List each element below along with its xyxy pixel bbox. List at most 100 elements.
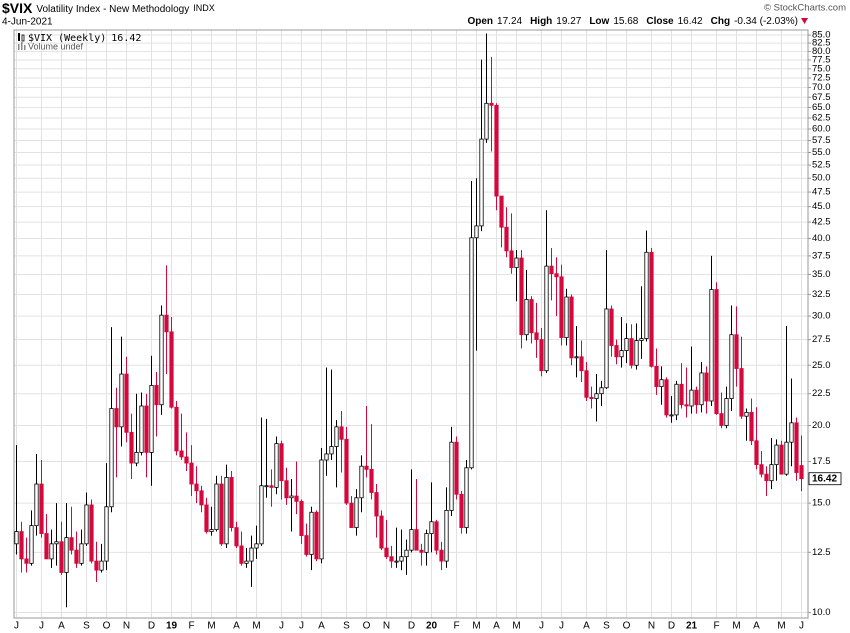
x-tick-label: 20 (426, 621, 438, 632)
candle-body (699, 372, 704, 406)
y-tick-label: 35.0 (812, 269, 831, 280)
candle-body (649, 251, 654, 367)
candle-body (484, 102, 489, 140)
candle-body (714, 289, 719, 415)
quote: Open 17.24 High 19.27 Low 15.68 Close 16.42 Chg -… (467, 16, 798, 27)
quote-label: Close (646, 16, 674, 27)
x-tick-label: M (512, 621, 520, 632)
candle-body (314, 511, 319, 560)
candle-body (689, 389, 694, 407)
series-label: $VIX (Weekly) (28, 33, 106, 44)
quote-value: 17.24 (497, 16, 522, 27)
quote-label: Chg (711, 16, 730, 27)
x-tick-label: O (103, 621, 111, 632)
candle-body (789, 422, 794, 443)
candle-body (774, 444, 779, 466)
candle-body (239, 545, 244, 564)
y-tick-label: 70.0 (812, 82, 831, 93)
candle-body (179, 450, 184, 458)
x-tick-label: M (472, 621, 480, 632)
candle-body (599, 387, 604, 395)
y-tick-label: 45.0 (812, 201, 831, 212)
candle-body (339, 426, 344, 440)
candle-body (384, 547, 389, 558)
candle-body (39, 483, 44, 534)
price-tag-label: 16.42 (812, 473, 837, 484)
legend-icon (21, 34, 25, 42)
x-tick-label: J (539, 621, 544, 632)
candle-body (439, 549, 444, 562)
candle-body (569, 296, 574, 359)
y-tick-label: 25.0 (812, 360, 831, 371)
chart-header: $VIX Volatility Index - New Methodology IN… (2, 0, 215, 16)
candle-body (544, 265, 549, 372)
candle-body (269, 485, 274, 488)
candle-body (549, 265, 554, 275)
y-tick-label: 10.0 (812, 607, 831, 618)
candle-body (164, 314, 169, 333)
candle-body (149, 385, 154, 453)
candle-body (104, 506, 109, 562)
candle-body (299, 500, 304, 536)
candle-body (19, 531, 24, 560)
symbol: $VIX (2, 0, 33, 16)
candle-body (189, 462, 194, 485)
x-tick-label: A (583, 621, 590, 632)
candle-body (489, 102, 494, 106)
candle-body (729, 334, 734, 399)
chart-title: Volatility Index - New Methodology (36, 4, 189, 15)
candle-body (334, 426, 339, 447)
x-tick-label: F (453, 621, 459, 632)
candle-body (219, 483, 224, 545)
candle-body (529, 299, 534, 334)
candle-body (254, 543, 259, 549)
candle-body (399, 556, 404, 562)
x-tick-label: J (799, 621, 804, 632)
x-tick-label: F (713, 621, 719, 632)
quote-value: 16.42 (678, 16, 703, 27)
candle-body (674, 383, 679, 416)
candle-body (74, 549, 79, 564)
candle-body (44, 533, 49, 560)
x-tick-label: D (668, 621, 675, 632)
x-tick-label: O (363, 621, 371, 632)
legend-icon (18, 33, 20, 41)
y-tick-label: 55.0 (812, 147, 831, 158)
candle-body (294, 495, 299, 502)
y-tick-label: 32.5 (812, 289, 831, 300)
change-arrow (801, 18, 808, 24)
x-tick-label: M (732, 621, 740, 632)
x-tick-label: 21 (686, 621, 698, 632)
candle-body (539, 339, 544, 372)
candle-body (14, 531, 19, 545)
y-tick-label: 82.5 (812, 38, 831, 49)
x-tick-label: F (188, 621, 194, 632)
candle-body (209, 529, 214, 532)
candle-body (129, 431, 134, 464)
x-tick-label: J (559, 621, 564, 632)
x-tick-label: D (408, 621, 415, 632)
price-tag (808, 472, 842, 486)
candle-body (759, 464, 764, 475)
candle-body (274, 443, 279, 488)
y-tick-label: 67.5 (812, 92, 831, 103)
candle-body (349, 502, 354, 528)
y-tick-label: 72.5 (812, 72, 831, 83)
candle-body (284, 480, 289, 499)
x-tick-label: J (14, 621, 19, 632)
candle-body (319, 459, 324, 560)
candle-body (309, 511, 314, 555)
candle-body (174, 406, 179, 452)
candle-body (584, 370, 589, 398)
x-tick-label: A (318, 621, 325, 632)
candle-body (259, 485, 264, 545)
y-tick-label: 15.0 (812, 498, 831, 509)
candle-body (24, 558, 29, 564)
x-tick-label: A (233, 621, 240, 632)
x-tick-label: N (648, 621, 655, 632)
candle-body (29, 525, 34, 564)
y-tick-label: 62.5 (812, 113, 831, 124)
candle-body (679, 383, 684, 406)
candle-body (69, 537, 74, 551)
candle-body (634, 340, 639, 366)
